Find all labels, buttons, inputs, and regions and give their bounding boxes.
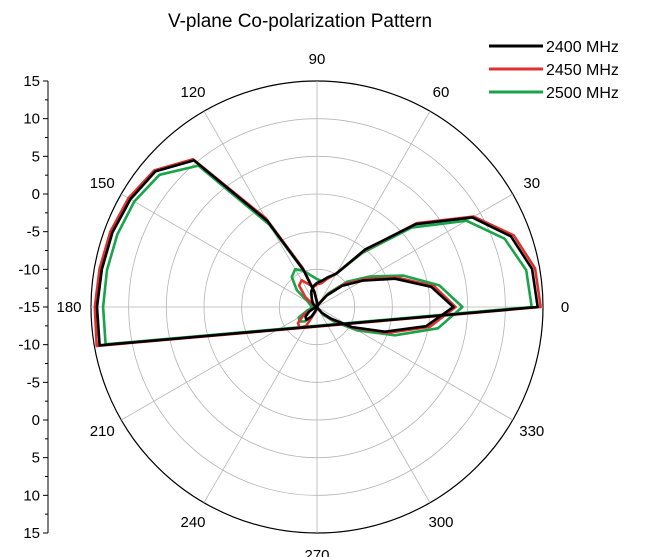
angle-tick-label: 300 [428, 514, 453, 531]
angle-tick-label: 180 [56, 299, 81, 316]
radial-tick-label: 10 [23, 487, 40, 504]
series-lines [93, 158, 542, 348]
radial-tick-label: -5 [27, 374, 40, 391]
chart-title: V-plane Co-polarization Pattern [168, 11, 432, 32]
angle-tick-label: 0 [561, 299, 569, 316]
radial-tick-label: 5 [32, 148, 40, 165]
angle-tick-label: 30 [523, 175, 540, 192]
legend-label: 2450 MHz [546, 62, 619, 79]
angle-tick-label: 90 [309, 51, 326, 68]
grid-spoke [316, 306, 431, 503]
radial-tick-label: 0 [32, 186, 40, 203]
angle-tick-labels: 0 30 60 90 120 150 180 210 240 270 300 330 [56, 51, 569, 557]
legend: 2400 MHz 2450 MHz 2500 MHz [489, 39, 619, 102]
angle-tick-label: 240 [180, 514, 205, 531]
radial-tick-label: -10 [18, 261, 40, 278]
radial-tick-label: 15 [23, 73, 40, 90]
radial-tick-label: 5 [32, 450, 40, 467]
legend-label: 2500 MHz [546, 85, 619, 102]
angle-tick-label: 120 [180, 84, 205, 101]
grid-spoke [203, 306, 318, 503]
radial-tick-label: 10 [23, 111, 40, 128]
grid-spoke [316, 193, 513, 308]
radial-tick-label: -10 [18, 337, 40, 354]
grid-spoke [203, 111, 318, 308]
angle-tick-label: 210 [90, 423, 115, 440]
angle-tick-label: 150 [90, 175, 115, 192]
radial-tick-label: 0 [32, 412, 40, 429]
angle-tick-label: 330 [519, 423, 544, 440]
grid-spoke [121, 193, 318, 308]
angle-tick-label: 60 [433, 84, 450, 101]
legend-label: 2400 MHz [546, 39, 619, 56]
grid-spoke [121, 306, 318, 421]
radial-tick-label: 15 [23, 525, 40, 542]
radial-axis: 15 10 5 0 -5 -10 -15 -10 -5 0 5 10 15 [18, 73, 49, 542]
angle-tick-label: 270 [304, 547, 329, 557]
radial-tick-label: -5 [27, 224, 40, 241]
series-line-2400-mhz [95, 159, 539, 347]
series-line-2450-mhz [93, 158, 542, 348]
radial-tick-label: -15 [18, 299, 40, 316]
